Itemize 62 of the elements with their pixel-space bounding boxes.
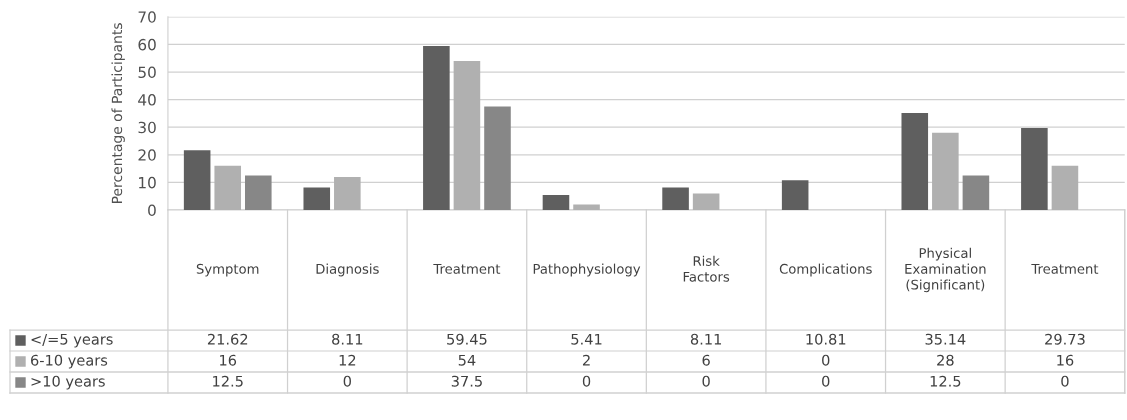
data-label: 0 (1061, 375, 1069, 387)
data-label: 8.11 (690, 333, 722, 345)
bar (692, 193, 720, 210)
y-tick-label: 30 (138, 121, 156, 134)
data-label: 35.14 (925, 333, 966, 345)
data-label: 12.5 (213, 375, 243, 387)
bar (901, 113, 929, 210)
data-label: 0 (582, 375, 591, 387)
bar (1051, 165, 1079, 210)
bar (1021, 127, 1048, 210)
data-label: 2 (582, 354, 590, 366)
data-label: 6 (702, 354, 710, 366)
bar (453, 60, 481, 210)
bar (214, 165, 242, 210)
y-tick-label: 40 (138, 94, 156, 106)
bar (423, 45, 450, 210)
x-tick-label: Treatment (433, 264, 501, 274)
data-label: 10.81 (806, 333, 846, 345)
legend-label: 6-10 years (31, 354, 108, 369)
bar (484, 106, 511, 210)
y-tick-label: 60 (138, 38, 156, 51)
data-label: 59.45 (447, 333, 487, 345)
legend-label: >10 years (31, 375, 105, 390)
bar (183, 150, 211, 210)
legend-label: </=5 years (31, 333, 113, 348)
y-tick-label: 10 (139, 176, 156, 189)
data-label: 0 (822, 354, 830, 366)
y-tick-label: 0 (148, 204, 156, 217)
bar (542, 195, 570, 210)
x-tick-label: Risk Factors (683, 255, 730, 282)
data-label: 37.5 (451, 375, 482, 387)
data-label: 0 (343, 375, 351, 387)
data-label: 28 (937, 354, 954, 366)
data-label: 0 (822, 375, 830, 387)
y-tick-label: 70 (138, 11, 156, 23)
x-tick-label: Physical Examination (Significant) (905, 247, 986, 293)
x-tick-label: Treatment (1031, 264, 1099, 274)
data-label: 16 (220, 354, 237, 366)
bar (932, 132, 959, 210)
bar (303, 187, 331, 210)
data-label: 54 (458, 354, 476, 366)
data-label: 21.62 (207, 333, 248, 345)
data-label: 16 (1057, 354, 1074, 366)
bar (245, 175, 272, 210)
y-tick-label: 20 (138, 149, 156, 161)
bar (334, 176, 361, 210)
data-label: 12 (339, 354, 356, 366)
data-label: 12.5 (930, 375, 961, 387)
bar (573, 204, 600, 210)
x-tick-label: Symptom (196, 263, 259, 277)
data-label: 29.73 (1045, 333, 1085, 345)
y-axis-title: Percentage of Participants (111, 23, 125, 203)
data-label: 5.41 (571, 333, 602, 345)
data-label: 0 (702, 375, 710, 387)
data-label: 8.11 (332, 333, 363, 345)
x-tick-label: Complications (779, 263, 872, 277)
bar (781, 180, 809, 210)
bar (962, 175, 990, 210)
x-tick-label: Pathophysiology (533, 263, 641, 277)
x-tick-label: Diagnosis (316, 263, 379, 277)
bar (662, 187, 689, 210)
y-tick-label: 50 (138, 66, 156, 79)
